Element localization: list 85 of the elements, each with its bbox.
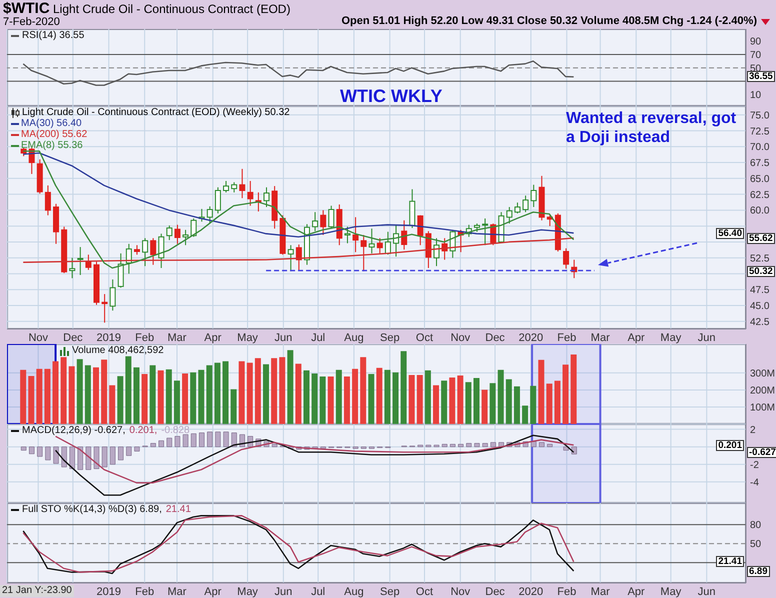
y-tick-label: -2	[750, 460, 760, 471]
y-tick-label: 45.0	[750, 301, 770, 312]
annotation: -0.627	[747, 446, 776, 458]
x-tick-label: 2020	[518, 332, 544, 344]
x-tick-label: Jul	[311, 332, 326, 344]
y-tick-label: 52.5	[750, 253, 770, 264]
y-tick-label: -4	[750, 477, 760, 488]
x-tick-label: Apr	[204, 332, 222, 344]
x-tick-label: Mar	[168, 332, 187, 344]
annotation: 36.55	[747, 71, 775, 82]
x-tick-label: Sep	[380, 586, 400, 598]
legend-label: RSI(14) 36.55	[22, 30, 84, 41]
x-tick-label: 2019	[96, 332, 122, 344]
x-tick-label: Oct	[416, 586, 434, 598]
y-tick-label: 100M	[750, 402, 776, 414]
x-tick-label: Dec	[485, 586, 506, 598]
x-tick-label: Aug	[344, 332, 364, 344]
x-tick-label: Apr	[628, 332, 646, 344]
legend-label: Full STO %K(14,3) %D(3) 6.89,	[22, 504, 162, 515]
text: 21 Jan Y:-23.90	[2, 585, 72, 597]
x-tick-label: Apr	[628, 586, 646, 598]
x-tick-label: Nov	[450, 332, 471, 344]
annotation: 0.201	[716, 440, 744, 451]
y-tick-label: 70	[750, 50, 762, 61]
annotation: 21.41	[716, 556, 744, 568]
x-tick-label: Jun	[698, 332, 716, 344]
annotation: 55.62	[747, 232, 775, 244]
x-tick-label: Feb	[135, 586, 154, 598]
y-tick-label: 10	[750, 90, 762, 102]
x-tick-label: 2020	[518, 586, 544, 598]
legend-label: EMA(8) 55.36	[21, 140, 83, 151]
y-tick-label: 67.5	[750, 158, 770, 170]
x-tick-label: Sep	[380, 332, 400, 344]
x-tick-label: May	[237, 586, 258, 598]
y-tick-label: 80	[750, 520, 762, 532]
x-tick-label: Feb	[135, 332, 154, 344]
legend-label: MA(200) 55.62	[21, 129, 88, 140]
y-tick-label: 300M	[750, 368, 776, 380]
x-tick-label: Jun	[274, 586, 292, 598]
legend-title: Light Crude Oil - Continuous Contract (EOD) (Weekly) 50.32	[22, 107, 290, 118]
x-tick-label: May	[660, 586, 682, 598]
x-tick-label: 2019	[96, 586, 122, 598]
x-tick-label: Aug	[344, 586, 364, 598]
x-tick-label: Mar	[590, 332, 610, 344]
text: 0.201,	[129, 425, 158, 436]
x-tick-label: May	[660, 332, 682, 344]
x-tick-label: Dec	[485, 332, 506, 344]
x-tick-label: Jul	[311, 586, 326, 598]
x-tick-label: Jun	[698, 586, 716, 598]
y-tick-label: 42.5	[750, 316, 770, 328]
x-tick-label: May	[237, 332, 258, 344]
annotation: 56.40	[716, 228, 744, 239]
x-tick-label: Oct	[416, 332, 434, 344]
annotation: Wanted a reversal, got a Doji instead	[566, 109, 738, 148]
y-tick-label: 72.5	[750, 126, 770, 138]
y-tick-label: 47.5	[750, 285, 770, 296]
chart-title: $WTIC Light Crude Oil - Continuous Contract (EOD)	[3, 0, 290, 17]
annotation: 6.89	[747, 566, 770, 576]
x-tick-label: Nov	[28, 332, 49, 344]
x-tick-label: Feb	[557, 586, 576, 598]
legend-label: MA(30) 56.40	[21, 118, 82, 129]
x-tick-label: Jun	[274, 332, 292, 344]
chart-subtitle: 7-Feb-2020	[3, 16, 60, 28]
y-tick-label: 65.0	[750, 174, 770, 185]
x-tick-label: Dec	[63, 332, 84, 344]
y-tick-label: 50	[750, 539, 762, 550]
x-tick-label: Mar	[590, 586, 610, 598]
y-tick-label: 200M	[750, 386, 776, 397]
annotation: 50.32	[747, 266, 775, 278]
series-label: -0.828	[161, 425, 190, 436]
series-label: 21.41	[166, 504, 191, 515]
x-tick-label: Mar	[168, 586, 187, 598]
legend-label: MACD(12,26,9) -0.627,	[22, 425, 126, 436]
x-tick-label: Feb	[557, 332, 576, 344]
y-tick-label: 2	[750, 424, 756, 436]
annotation: WTIC WKLY	[340, 86, 442, 108]
y-tick-label: 90	[750, 36, 762, 48]
x-tick-label: Nov	[450, 586, 471, 598]
y-tick-label: 62.5	[750, 190, 770, 201]
legend-label: Volume 408,462,592	[72, 345, 164, 356]
y-tick-label: 70.0	[750, 142, 770, 154]
y-tick-label: 60.0	[750, 206, 770, 217]
y-tick-label: 75.0	[750, 110, 770, 122]
x-tick-label: Apr	[204, 586, 222, 598]
text: Open 51.01 High 52.20 Low 49.31 Close 50.32 Volume 408.5M Chg -1.24 (-2.40%)	[341, 15, 757, 28]
